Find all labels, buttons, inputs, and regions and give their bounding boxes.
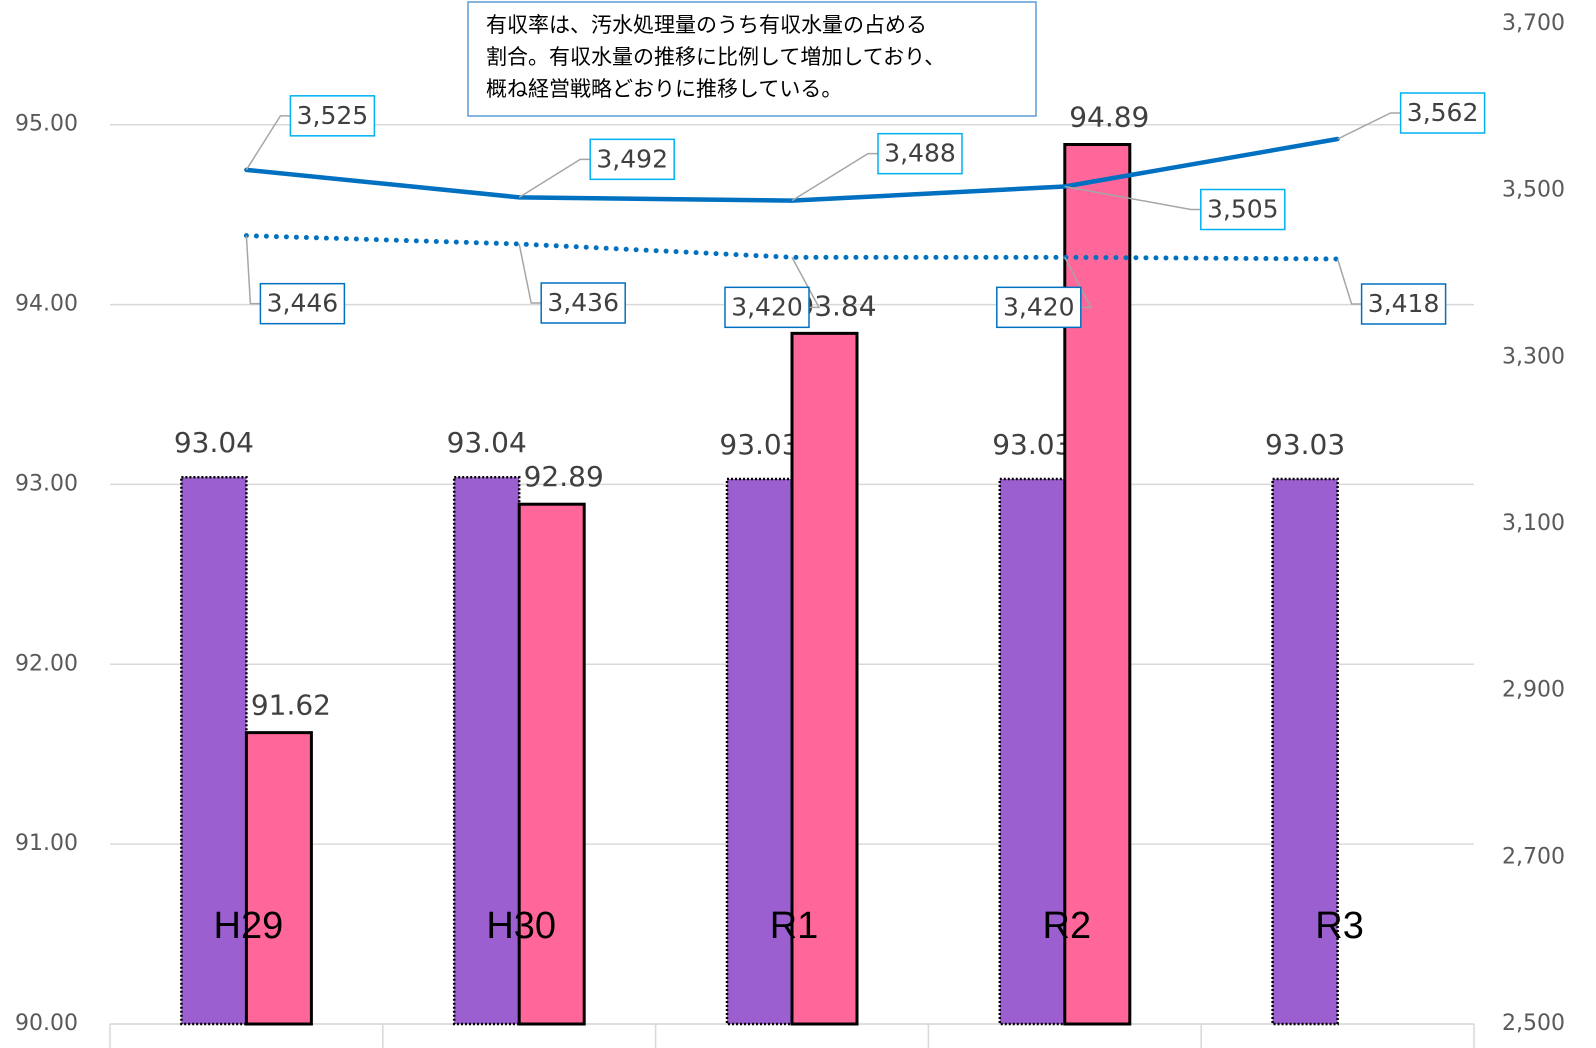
bar-value-label: 92.89 bbox=[524, 460, 604, 493]
y-tick-label: 93.00 bbox=[15, 471, 78, 496]
label-box bbox=[877, 132, 963, 175]
bar-value-label: 93.84 bbox=[796, 289, 876, 322]
label-box bbox=[1200, 188, 1286, 231]
bar-value-label: 93.04 bbox=[174, 426, 254, 459]
y-tick-label: 91.00 bbox=[15, 831, 78, 856]
annotation-text: 有収率は、汚水処理量のうち有収水量の占める bbox=[486, 13, 927, 37]
leader-line bbox=[245, 115, 291, 171]
line-value-label: 3,562 bbox=[1407, 98, 1479, 127]
bar bbox=[790, 331, 859, 1026]
label-box bbox=[1399, 92, 1486, 134]
bar-value-label: 93.04 bbox=[447, 426, 527, 459]
bar-value-label: 93.03 bbox=[1265, 428, 1345, 461]
bar-value-label: 93.03 bbox=[992, 428, 1072, 461]
bar-value-label: 94.89 bbox=[1069, 101, 1149, 134]
y2-tick-label: 3,100 bbox=[1502, 511, 1565, 536]
label-box bbox=[996, 286, 1082, 329]
annotation-text: 割合。有収水量の推移に比例して増加しており、 bbox=[486, 45, 945, 69]
label-box bbox=[1360, 283, 1447, 325]
annotation-box bbox=[467, 1, 1037, 117]
y2-tick-label: 3,700 bbox=[1502, 11, 1565, 36]
line-value-label: 3,525 bbox=[297, 101, 369, 130]
y2-tick-label: 2,700 bbox=[1502, 844, 1565, 869]
label-box bbox=[540, 282, 626, 324]
x-tick-label: R2 bbox=[1043, 905, 1092, 947]
label-box bbox=[724, 286, 810, 329]
line-value-label: 3,420 bbox=[1003, 292, 1075, 321]
line-value-label: 3,436 bbox=[547, 288, 619, 317]
leader-line bbox=[1337, 112, 1401, 140]
line-value-label: 3,420 bbox=[731, 292, 803, 321]
y-tick-label: 94.00 bbox=[15, 292, 78, 317]
label-box bbox=[259, 282, 346, 325]
x-tick-label: H30 bbox=[486, 905, 556, 947]
y2-tick-label: 3,300 bbox=[1502, 344, 1565, 369]
bar-value-label: 91.62 bbox=[251, 689, 331, 722]
line bbox=[243, 233, 1341, 262]
leader-line bbox=[1064, 256, 1093, 309]
line-value-label: 3,505 bbox=[1207, 195, 1279, 224]
bar bbox=[517, 502, 586, 1026]
bar bbox=[180, 475, 248, 1026]
leader-line bbox=[518, 243, 542, 304]
line-value-label: 3,446 bbox=[267, 289, 339, 318]
bar-value-label: 93.03 bbox=[719, 428, 799, 461]
leader-line bbox=[791, 152, 878, 202]
bar bbox=[452, 475, 521, 1026]
leader-line bbox=[1336, 258, 1362, 305]
leader-line bbox=[245, 235, 261, 305]
label-box bbox=[289, 95, 376, 137]
y-tick-label: 90.00 bbox=[15, 1011, 78, 1036]
annotation-text: 概ね経営戦略どおりに推移している。 bbox=[486, 77, 842, 101]
y2-tick-label: 2,500 bbox=[1502, 1011, 1565, 1036]
x-tick-label: R1 bbox=[770, 905, 819, 947]
line-value-label: 3,492 bbox=[596, 144, 668, 173]
y2-tick-label: 2,900 bbox=[1502, 678, 1565, 703]
y-tick-label: 95.00 bbox=[15, 112, 78, 137]
label-box bbox=[589, 138, 675, 181]
leader-line bbox=[1064, 185, 1201, 211]
x-tick-label: H29 bbox=[214, 905, 284, 947]
leader-line bbox=[791, 256, 821, 309]
y2-tick-label: 3,500 bbox=[1502, 178, 1565, 203]
bar bbox=[1271, 477, 1339, 1026]
line bbox=[244, 136, 1340, 203]
x-tick-label: R3 bbox=[1315, 905, 1364, 947]
line-value-label: 3,418 bbox=[1368, 289, 1440, 318]
leader-line bbox=[518, 158, 591, 198]
bar bbox=[998, 477, 1067, 1026]
y-tick-label: 92.00 bbox=[15, 651, 78, 676]
bar bbox=[244, 731, 313, 1026]
line-value-label: 3,488 bbox=[884, 139, 956, 168]
